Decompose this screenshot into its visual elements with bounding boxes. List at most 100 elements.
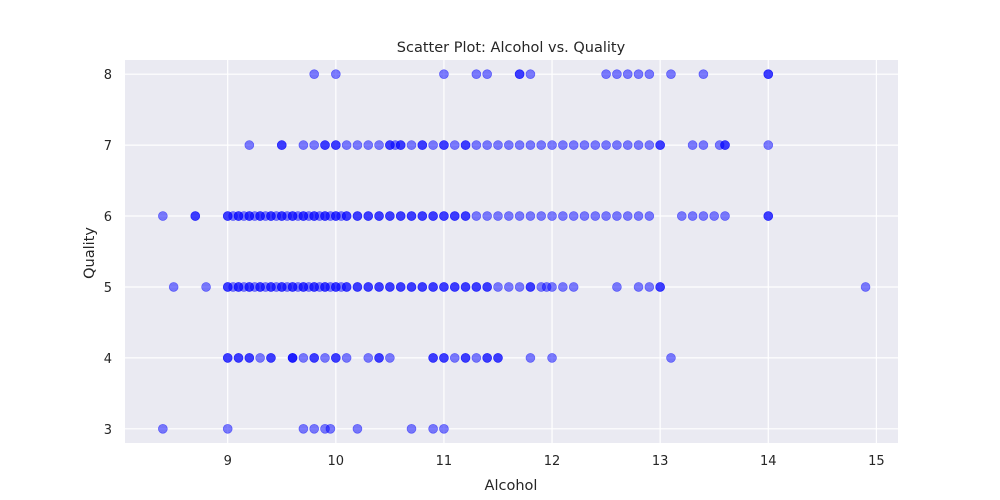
- data-point: [687, 140, 698, 150]
- data-point: [601, 140, 611, 150]
- data-point: [482, 140, 492, 150]
- data-point: [439, 140, 449, 150]
- data-point: [525, 211, 536, 221]
- data-point: [460, 211, 471, 221]
- data-point: [633, 69, 644, 79]
- data-point: [417, 282, 428, 292]
- data-point: [471, 282, 482, 292]
- data-point: [687, 211, 698, 221]
- data-point: [622, 211, 633, 221]
- data-point: [298, 140, 309, 150]
- data-point: [601, 211, 611, 221]
- data-point: [363, 282, 374, 292]
- data-point: [428, 353, 438, 363]
- data-point: [503, 211, 514, 221]
- x-tick-label: 12: [544, 454, 561, 469]
- data-point: [266, 353, 276, 363]
- y-tick-label: 4: [104, 352, 112, 367]
- data-point: [525, 282, 536, 292]
- data-point: [363, 140, 374, 150]
- data-point: [482, 211, 492, 221]
- data-point: [352, 424, 363, 434]
- data-point: [460, 140, 471, 150]
- data-point: [428, 140, 438, 150]
- data-point: [525, 353, 536, 363]
- data-point: [352, 211, 363, 221]
- data-point: [309, 353, 319, 363]
- data-point: [493, 211, 503, 221]
- data-point: [482, 282, 492, 292]
- data-point: [341, 211, 352, 221]
- data-point: [644, 69, 655, 79]
- data-point: [385, 282, 395, 292]
- x-tick-label: 10: [328, 454, 345, 469]
- data-point: [168, 282, 179, 292]
- data-point: [287, 353, 298, 363]
- y-tick-label: 8: [104, 68, 112, 83]
- x-tick-label: 14: [760, 454, 777, 469]
- data-point: [449, 282, 460, 292]
- data-point: [666, 69, 676, 79]
- x-tick-label: 13: [652, 454, 669, 469]
- data-point: [612, 211, 622, 221]
- y-tick-label: 3: [104, 423, 112, 438]
- data-point: [439, 424, 449, 434]
- data-points: [158, 69, 871, 434]
- data-point: [860, 282, 871, 292]
- data-point: [720, 211, 730, 221]
- data-point: [763, 69, 774, 79]
- data-point: [428, 211, 438, 221]
- data-point: [374, 140, 384, 150]
- data-point: [309, 69, 319, 79]
- data-point: [655, 140, 665, 150]
- data-point: [244, 140, 255, 150]
- data-point: [536, 211, 547, 221]
- data-point: [374, 211, 384, 221]
- data-point: [525, 140, 536, 150]
- data-point: [709, 211, 720, 221]
- data-point: [763, 140, 774, 150]
- data-point: [331, 353, 341, 363]
- data-point: [385, 353, 395, 363]
- data-point: [331, 140, 341, 150]
- data-point: [460, 353, 471, 363]
- data-point: [341, 140, 352, 150]
- data-point: [298, 424, 309, 434]
- data-point: [622, 69, 633, 79]
- data-point: [676, 211, 687, 221]
- data-point: [698, 69, 709, 79]
- data-point: [460, 282, 471, 292]
- data-point: [644, 282, 655, 292]
- tick-labels: 9 10 11 12 13 14 15 3 4 5 6 7 8: [104, 68, 885, 469]
- data-point: [331, 69, 341, 79]
- data-point: [406, 140, 417, 150]
- data-point: [698, 211, 709, 221]
- data-point: [666, 353, 676, 363]
- data-point: [341, 282, 352, 292]
- y-tick-label: 6: [104, 210, 112, 225]
- data-point: [503, 282, 514, 292]
- data-point: [612, 140, 622, 150]
- data-point: [579, 211, 590, 221]
- data-point: [298, 353, 309, 363]
- data-point: [590, 140, 601, 150]
- data-point: [449, 140, 460, 150]
- data-point: [655, 282, 665, 292]
- data-point: [255, 353, 265, 363]
- data-point: [439, 353, 449, 363]
- data-point: [406, 424, 417, 434]
- data-point: [320, 140, 330, 150]
- data-point: [558, 211, 568, 221]
- x-tick-label: 15: [868, 454, 885, 469]
- y-tick-label: 5: [104, 281, 112, 296]
- data-point: [374, 353, 384, 363]
- data-point: [352, 282, 363, 292]
- data-point: [633, 282, 644, 292]
- data-point: [493, 282, 503, 292]
- data-point: [395, 211, 406, 221]
- data-point: [558, 140, 568, 150]
- data-point: [514, 140, 525, 150]
- data-point: [633, 140, 644, 150]
- data-point: [547, 353, 557, 363]
- data-point: [503, 140, 514, 150]
